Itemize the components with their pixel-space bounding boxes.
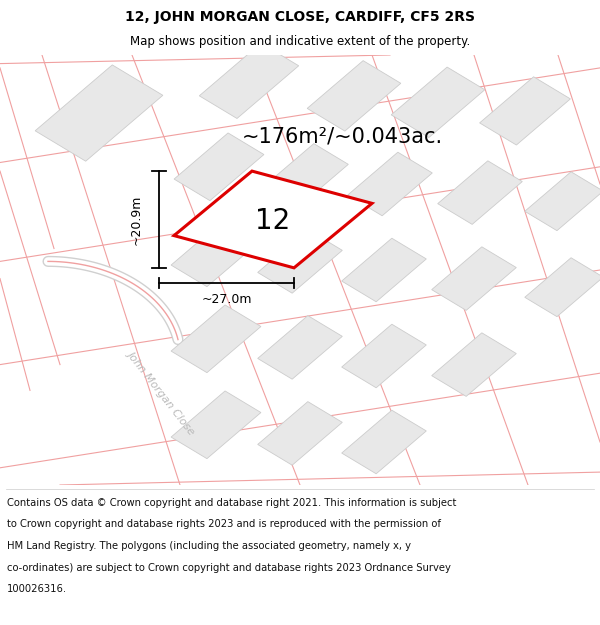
Polygon shape — [437, 161, 523, 224]
Text: Contains OS data © Crown copyright and database right 2021. This information is : Contains OS data © Crown copyright and d… — [7, 498, 457, 508]
Polygon shape — [341, 410, 427, 474]
Text: Map shows position and indicative extent of the property.: Map shows position and indicative extent… — [130, 35, 470, 48]
Polygon shape — [257, 229, 343, 293]
Polygon shape — [431, 247, 517, 311]
Polygon shape — [341, 324, 427, 388]
Text: ~27.0m: ~27.0m — [201, 292, 252, 306]
Polygon shape — [174, 133, 264, 201]
Text: 100026316.: 100026316. — [7, 584, 67, 594]
Text: John Morgan Close: John Morgan Close — [126, 349, 198, 436]
Polygon shape — [431, 333, 517, 396]
Polygon shape — [479, 77, 571, 145]
Text: ~20.9m: ~20.9m — [130, 194, 143, 244]
Text: co-ordinates) are subject to Crown copyright and database rights 2023 Ordnance S: co-ordinates) are subject to Crown copyr… — [7, 562, 451, 572]
Polygon shape — [525, 258, 600, 317]
Polygon shape — [525, 172, 600, 231]
Polygon shape — [35, 65, 163, 161]
Text: to Crown copyright and database rights 2023 and is reproduced with the permissio: to Crown copyright and database rights 2… — [7, 519, 441, 529]
Polygon shape — [171, 391, 261, 459]
Polygon shape — [307, 61, 401, 131]
Polygon shape — [263, 144, 349, 207]
Polygon shape — [171, 305, 261, 372]
Polygon shape — [171, 219, 261, 287]
Polygon shape — [347, 152, 433, 216]
Text: ~176m²/~0.043ac.: ~176m²/~0.043ac. — [241, 127, 443, 147]
Polygon shape — [174, 171, 372, 268]
Polygon shape — [391, 67, 485, 138]
Text: HM Land Registry. The polygons (including the associated geometry, namely x, y: HM Land Registry. The polygons (includin… — [7, 541, 411, 551]
Text: 12, JOHN MORGAN CLOSE, CARDIFF, CF5 2RS: 12, JOHN MORGAN CLOSE, CARDIFF, CF5 2RS — [125, 9, 475, 24]
Polygon shape — [199, 43, 299, 119]
Polygon shape — [341, 238, 427, 302]
Polygon shape — [257, 316, 343, 379]
Polygon shape — [257, 402, 343, 465]
Text: 12: 12 — [256, 206, 290, 234]
